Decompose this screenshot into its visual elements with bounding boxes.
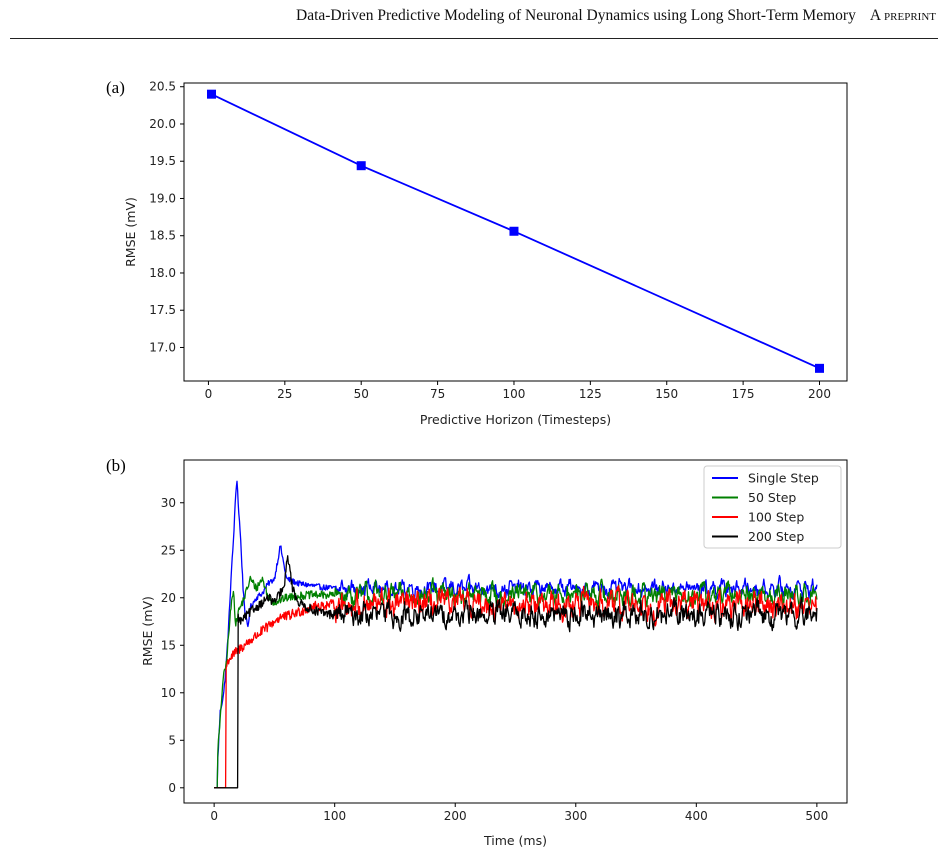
x-tick-label-b: 500 xyxy=(805,809,828,823)
y-tick-label-b: 25 xyxy=(161,543,176,557)
legend-box xyxy=(703,465,842,549)
x-tick-label-b: 0 xyxy=(210,809,218,823)
data-marker-a xyxy=(509,226,519,236)
panel-label-a: (a) xyxy=(106,78,125,97)
panel-label-b: (b) xyxy=(106,456,126,475)
y-tick-label-b: 0 xyxy=(168,781,176,795)
legend-b: Single Step 50 Step 100 Step 200 Step xyxy=(703,465,842,549)
y-tick-label-a: 18.0 xyxy=(149,266,176,280)
series-line-a xyxy=(211,93,820,370)
data-marker-a xyxy=(356,161,366,171)
y-tick-label-a: 19.0 xyxy=(149,191,176,205)
series-line-200-step xyxy=(214,555,818,789)
y-tick-label-b: 5 xyxy=(168,733,176,747)
y-tick-label-b: 20 xyxy=(161,591,176,605)
chart-a: (a) 0 25 50 75 100 125 150 175 200 17.0 17.5 18.0 18… xyxy=(106,78,848,427)
legend-label: 100 Step xyxy=(748,510,804,525)
x-tick-label-a: 100 xyxy=(503,387,526,401)
y-tick-label-a: 20.5 xyxy=(149,80,176,94)
legend-label: 200 Step xyxy=(748,529,804,544)
x-tick-label-a: 175 xyxy=(732,387,755,401)
x-tick-label-a: 150 xyxy=(655,387,678,401)
axes-a: 0 25 50 75 100 125 150 175 200 17.0 17.5 18.0 18.5 19… xyxy=(149,80,831,401)
y-axis-label-a: RMSE (mV) xyxy=(123,197,138,267)
series-a xyxy=(206,89,825,373)
legend-label: Single Step xyxy=(748,471,819,486)
preprint-tag: A preprint xyxy=(869,7,936,24)
y-tick-label-b: 30 xyxy=(161,496,176,510)
x-tick-label-a: 0 xyxy=(205,387,213,401)
y-tick-label-b: 15 xyxy=(161,638,176,652)
plot-frame-a xyxy=(183,82,848,382)
running-header: Data-Driven Predictive Modeling of Neuro… xyxy=(0,0,948,34)
series-line-50-step xyxy=(214,575,818,789)
x-tick-label-b: 400 xyxy=(685,809,708,823)
series-b xyxy=(214,480,818,789)
plot-frame-b xyxy=(183,459,848,804)
y-tick-label-b: 10 xyxy=(161,686,176,700)
legend-label: 50 Step xyxy=(748,490,796,505)
data-marker-a xyxy=(815,363,825,373)
x-tick-label-a: 200 xyxy=(808,387,831,401)
y-axis-label-b: RMSE (mV) xyxy=(140,596,155,666)
x-tick-label-a: 50 xyxy=(354,387,369,401)
x-axis-label-b: Time (ms) xyxy=(483,833,547,848)
x-axis-label-a: Predictive Horizon (Timesteps) xyxy=(420,412,611,427)
x-tick-label-a: 75 xyxy=(430,387,445,401)
header-rule xyxy=(10,38,938,39)
x-tick-label-a: 25 xyxy=(277,387,292,401)
paper-title: Data-Driven Predictive Modeling of Neuro… xyxy=(296,7,856,24)
y-tick-label-a: 19.5 xyxy=(149,154,176,168)
data-marker-a xyxy=(206,89,216,99)
x-tick-label-b: 200 xyxy=(444,809,467,823)
x-tick-label-b: 100 xyxy=(323,809,346,823)
y-tick-label-a: 17.5 xyxy=(149,303,176,317)
x-tick-label-b: 300 xyxy=(564,809,587,823)
axes-b: 0 100 200 300 400 500 0 5 10 15 20 25 30 xyxy=(161,496,829,823)
y-tick-label-a: 18.5 xyxy=(149,229,176,243)
y-tick-label-a: 20.0 xyxy=(149,117,176,131)
chart-b: (b) 0 100 200 300 400 500 0 5 10 15 20 25 30 Time (m… xyxy=(106,456,848,848)
x-tick-label-a: 125 xyxy=(579,387,602,401)
y-tick-label-a: 17.0 xyxy=(149,340,176,354)
header-text: Data-Driven Predictive Modeling of Neuro… xyxy=(296,7,936,25)
